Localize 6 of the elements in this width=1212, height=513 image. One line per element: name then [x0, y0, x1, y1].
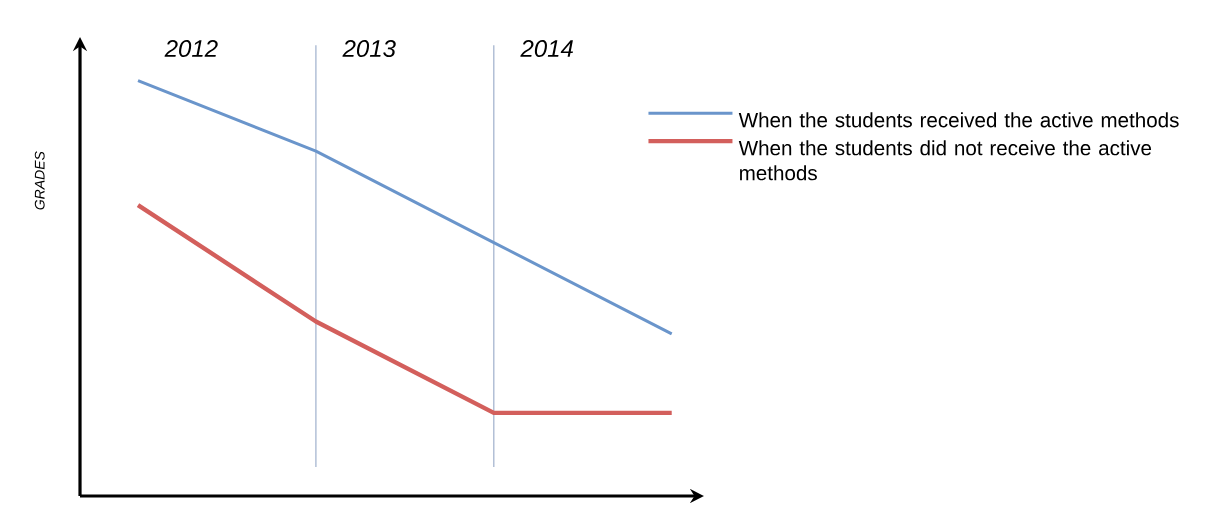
text: 2012: [164, 40, 218, 58]
legend-label: When the students received the active methods: [738, 112, 1179, 128]
text: 2013: [342, 40, 396, 58]
text: 2014: [520, 40, 573, 58]
legend-label: When the students did not receive the active methods: [738, 140, 1152, 181]
y-axis-title: GRADES: [34, 151, 45, 210]
